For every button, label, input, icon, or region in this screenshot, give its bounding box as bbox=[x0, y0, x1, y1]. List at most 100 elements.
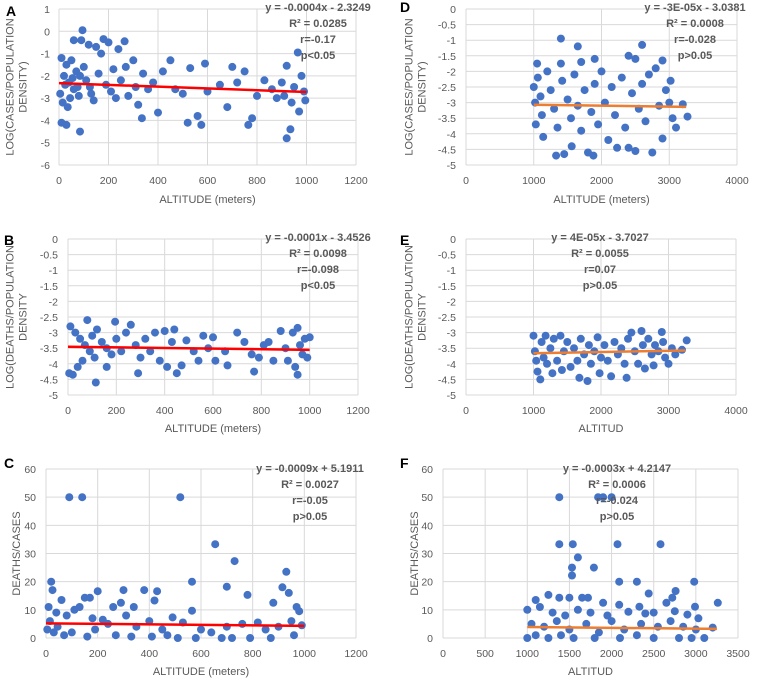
x-tick-label: 0 bbox=[463, 405, 469, 417]
data-point bbox=[163, 631, 172, 640]
regression-annotation: R² = 0.0006 bbox=[588, 479, 646, 491]
data-point bbox=[670, 607, 679, 616]
data-point bbox=[615, 577, 624, 586]
data-point bbox=[114, 45, 123, 54]
data-point bbox=[222, 582, 231, 591]
data-point bbox=[160, 327, 169, 335]
y-axis-title: DEATHS/CASES bbox=[409, 511, 421, 595]
data-point bbox=[168, 613, 177, 622]
data-point bbox=[523, 605, 532, 614]
data-point bbox=[620, 359, 629, 368]
data-point bbox=[295, 107, 304, 116]
data-point bbox=[665, 98, 674, 107]
x-axis-title: ALTITUDE (meters) bbox=[159, 194, 255, 206]
data-point bbox=[243, 590, 252, 599]
data-point bbox=[552, 151, 561, 160]
data-point bbox=[197, 625, 205, 634]
panel-label: A bbox=[6, 3, 16, 19]
data-point bbox=[223, 103, 232, 112]
data-point bbox=[632, 631, 641, 640]
y-tick-label: -2 bbox=[447, 296, 456, 308]
data-point bbox=[539, 353, 548, 362]
data-point bbox=[577, 58, 586, 66]
data-point bbox=[570, 344, 578, 353]
data-point bbox=[649, 608, 658, 617]
data-point bbox=[546, 344, 555, 353]
data-point bbox=[615, 600, 624, 609]
y-tick-label: -2.5 bbox=[438, 82, 456, 94]
x-tick-label: 1200 bbox=[344, 648, 368, 660]
data-point bbox=[147, 632, 156, 641]
data-point bbox=[531, 120, 540, 129]
data-point bbox=[215, 80, 224, 89]
y-axis-title: LOG(DEATHS/POPULATION bbox=[5, 245, 17, 389]
data-point bbox=[568, 571, 576, 580]
data-point bbox=[682, 336, 691, 345]
data-point bbox=[93, 325, 101, 334]
data-point bbox=[675, 634, 683, 642]
data-point bbox=[91, 378, 100, 387]
y-tick-label: -1 bbox=[41, 49, 50, 61]
regression-annotation: p<0.05 bbox=[301, 50, 336, 62]
y-tick-label: -2 bbox=[49, 296, 58, 308]
data-point bbox=[188, 577, 196, 586]
data-point bbox=[291, 362, 300, 371]
x-tick-label: 4000 bbox=[724, 405, 748, 417]
y-axis-title: DEATHS/CASES bbox=[11, 511, 23, 595]
x-tick-label: 600 bbox=[199, 175, 217, 187]
y-axis-title: DENSITY) bbox=[417, 61, 429, 112]
data-point bbox=[76, 71, 84, 80]
data-point bbox=[662, 598, 671, 607]
x-tick-label: 500 bbox=[476, 648, 494, 660]
x-axis-title: ALTITUDE (meters) bbox=[153, 666, 249, 678]
x-tick-label: 800 bbox=[244, 648, 262, 660]
data-point bbox=[276, 327, 285, 335]
data-point bbox=[63, 103, 72, 112]
data-point bbox=[659, 338, 668, 346]
data-point bbox=[293, 323, 302, 332]
data-point bbox=[280, 91, 289, 100]
data-point bbox=[68, 74, 77, 83]
y-tick-label: -6 bbox=[41, 160, 50, 172]
x-tick-label: 400 bbox=[156, 405, 174, 417]
data-point bbox=[661, 353, 670, 362]
regression-annotation: y = -0.0001x - 3.4526 bbox=[265, 232, 371, 244]
y-tick-label: -3.5 bbox=[438, 343, 456, 355]
data-point bbox=[568, 540, 577, 549]
y-tick-label: -3 bbox=[49, 328, 58, 340]
data-point bbox=[67, 56, 76, 65]
data-point bbox=[556, 34, 565, 43]
y-tick-label: -3 bbox=[41, 93, 50, 105]
data-point bbox=[62, 120, 71, 129]
data-point bbox=[622, 373, 631, 382]
data-point bbox=[266, 634, 275, 642]
y-tick-label: -1 bbox=[447, 265, 456, 277]
data-point bbox=[77, 36, 86, 45]
x-axis-title: ALTITUD bbox=[578, 423, 623, 435]
x-tick-label: 1000 bbox=[295, 175, 319, 187]
panel-label: D bbox=[400, 0, 410, 15]
y-tick-label: -5 bbox=[49, 390, 58, 402]
data-point bbox=[531, 631, 540, 640]
data-point bbox=[594, 120, 603, 129]
data-point bbox=[240, 338, 249, 346]
data-point bbox=[599, 598, 608, 607]
regression-annotation: r=-0.05 bbox=[292, 495, 328, 507]
data-point bbox=[287, 617, 296, 626]
y-tick-label: -4.5 bbox=[438, 374, 456, 386]
data-point bbox=[296, 341, 304, 350]
data-point bbox=[624, 607, 633, 616]
data-point bbox=[532, 356, 541, 365]
data-point bbox=[286, 125, 295, 134]
data-point bbox=[228, 62, 237, 71]
data-point bbox=[644, 334, 653, 343]
data-point bbox=[70, 605, 79, 614]
regression-annotation: R² = 0.0008 bbox=[666, 18, 724, 30]
x-tick-label: 1500 bbox=[558, 648, 582, 660]
regression-annotation: y = -0.0004x - 2.3249 bbox=[265, 2, 371, 14]
data-point bbox=[60, 631, 69, 640]
data-point bbox=[49, 628, 58, 637]
data-point bbox=[83, 632, 92, 641]
x-tick-label: 200 bbox=[100, 175, 118, 187]
data-point bbox=[233, 78, 242, 87]
